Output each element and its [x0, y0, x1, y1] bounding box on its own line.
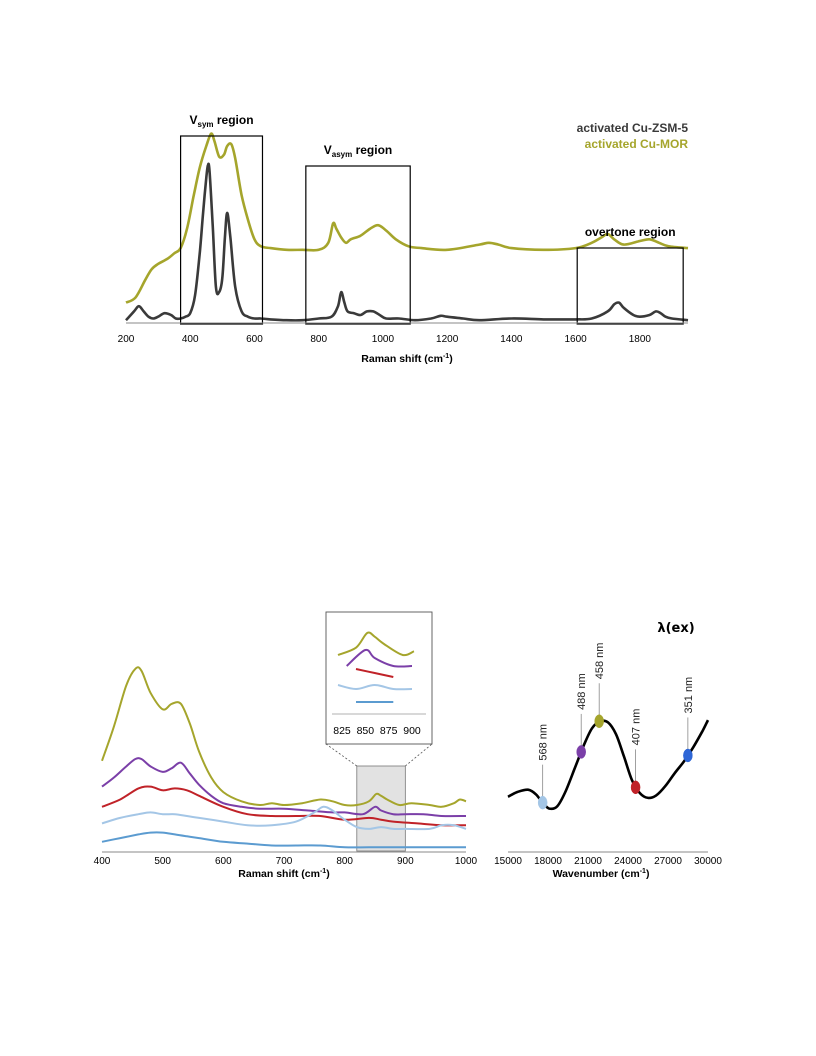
- bottom-left-x-axis-label: Raman shift (cm-1): [238, 868, 329, 880]
- top-tick-label: 600: [246, 334, 263, 345]
- bottom-left-x-ticks: 400 500 600 700 800 900 1000: [94, 856, 478, 867]
- excitation-marker-0: [537, 795, 548, 810]
- bottom-left-raman-chart: 400 500 600 700 800 900 1000 Raman shift (cm-1…: [94, 611, 478, 880]
- top-tick-label: 1800: [629, 334, 652, 345]
- excitation-marker-label-2: 458 nm: [594, 643, 606, 680]
- excitation-marker-1: [576, 745, 586, 759]
- region-box-0: [179, 135, 264, 325]
- excitation-marker-label-1: 488 nm: [576, 673, 588, 710]
- inset-tick-label: 850: [357, 725, 375, 737]
- inset-series-line-1: [346, 648, 413, 668]
- inset-series-line-2: [355, 668, 394, 678]
- top-tick-label: 400: [182, 334, 199, 345]
- inset-tick-label: 875: [380, 725, 398, 737]
- region-box-2: [576, 247, 684, 325]
- inset-tick-label: 900: [403, 725, 421, 737]
- bottom-right-tick-label: 24000: [614, 856, 642, 867]
- raman-series-line-2: [101, 785, 467, 827]
- bottom-left-tick-label: 800: [336, 856, 353, 867]
- bottom-left-tick-label: 400: [94, 856, 111, 867]
- excitation-marker-2: [594, 714, 604, 728]
- bottom-right-tick-label: 15000: [494, 856, 522, 867]
- excitation-marker-label-0: 568 nm: [538, 724, 550, 761]
- legend-cu-zsm5: activated Cu-ZSM-5: [577, 121, 689, 135]
- top-tick-label: 1200: [436, 334, 459, 345]
- series-cu-mor-line: [125, 132, 689, 304]
- bottom-right-tick-label: 30000: [694, 856, 722, 867]
- bottom-left-tick-label: 1000: [455, 856, 478, 867]
- top-raman-chart: Vsym region Vasym region overtone region 2…: [118, 113, 689, 365]
- bottom-left-tick-label: 700: [276, 856, 293, 867]
- bottom-left-tick-label: 900: [397, 856, 414, 867]
- raman-series-line-3: [101, 805, 467, 831]
- bottom-left-tick-label: 600: [215, 856, 232, 867]
- excitation-marker-label-3: 407 nm: [631, 709, 643, 746]
- excitation-marker-3: [630, 780, 641, 795]
- region-label-0: Vsym region: [190, 113, 254, 129]
- zoom-inset: 825 850 875 900: [325, 611, 433, 767]
- top-regions-group: Vsym region Vasym region overtone region: [179, 113, 684, 325]
- region-label-2: overtone region: [585, 225, 676, 239]
- excitation-markers: 568 nm 488 nm 458 nm 407 nm 351 nm: [538, 643, 695, 810]
- legend-cu-mor: activated Cu-MOR: [585, 137, 689, 151]
- region-box-1: [305, 165, 411, 325]
- top-x-ticks: 200 400 600 800 1000 1200 1400 1600 1800: [118, 334, 652, 345]
- inset-connector-left: [325, 743, 358, 767]
- excitation-marker-4: [683, 748, 693, 763]
- series-cu-zsm5-line: [125, 162, 689, 322]
- bottom-right-x-axis-label: Wavenumber (cm-1): [553, 868, 650, 880]
- raman-series-line-4: [101, 831, 466, 849]
- bottom-right-tick-label: 21000: [574, 856, 602, 867]
- inset-shaded-region: [356, 765, 406, 852]
- bottom-right-tick-label: 18000: [534, 856, 562, 867]
- bottom-left-tick-label: 500: [154, 856, 171, 867]
- top-series-group: [125, 132, 689, 322]
- region-label-1: Vasym region: [324, 143, 393, 159]
- top-tick-label: 800: [310, 334, 327, 345]
- top-tick-label: 1000: [372, 334, 395, 345]
- inset-series-line-3: [337, 684, 413, 691]
- top-x-axis-label: Raman shift (cm-1): [361, 353, 452, 365]
- inset-series-line-0: [337, 631, 415, 657]
- bottom-left-series-group: [101, 666, 467, 849]
- inset-frame: [325, 611, 433, 745]
- inset-tick-label: 825: [333, 725, 351, 737]
- bottom-right-excitation-chart: 568 nm 488 nm 458 nm 407 nm 351 nm 15000 1800…: [494, 621, 722, 880]
- excitation-marker-label-4: 351 nm: [683, 677, 695, 714]
- raman-series-line-1: [101, 757, 467, 818]
- raman-series-line-0: [101, 666, 467, 808]
- top-tick-label: 1600: [564, 334, 587, 345]
- bottom-right-tick-label: 27000: [654, 856, 682, 867]
- top-tick-label: 1400: [500, 334, 523, 345]
- inset-connector-right: [405, 743, 433, 767]
- excitation-title: λ(ex): [657, 621, 694, 636]
- top-tick-label: 200: [118, 334, 135, 345]
- bottom-right-x-ticks: 15000 18000 21000 24000 27000 30000: [494, 856, 722, 867]
